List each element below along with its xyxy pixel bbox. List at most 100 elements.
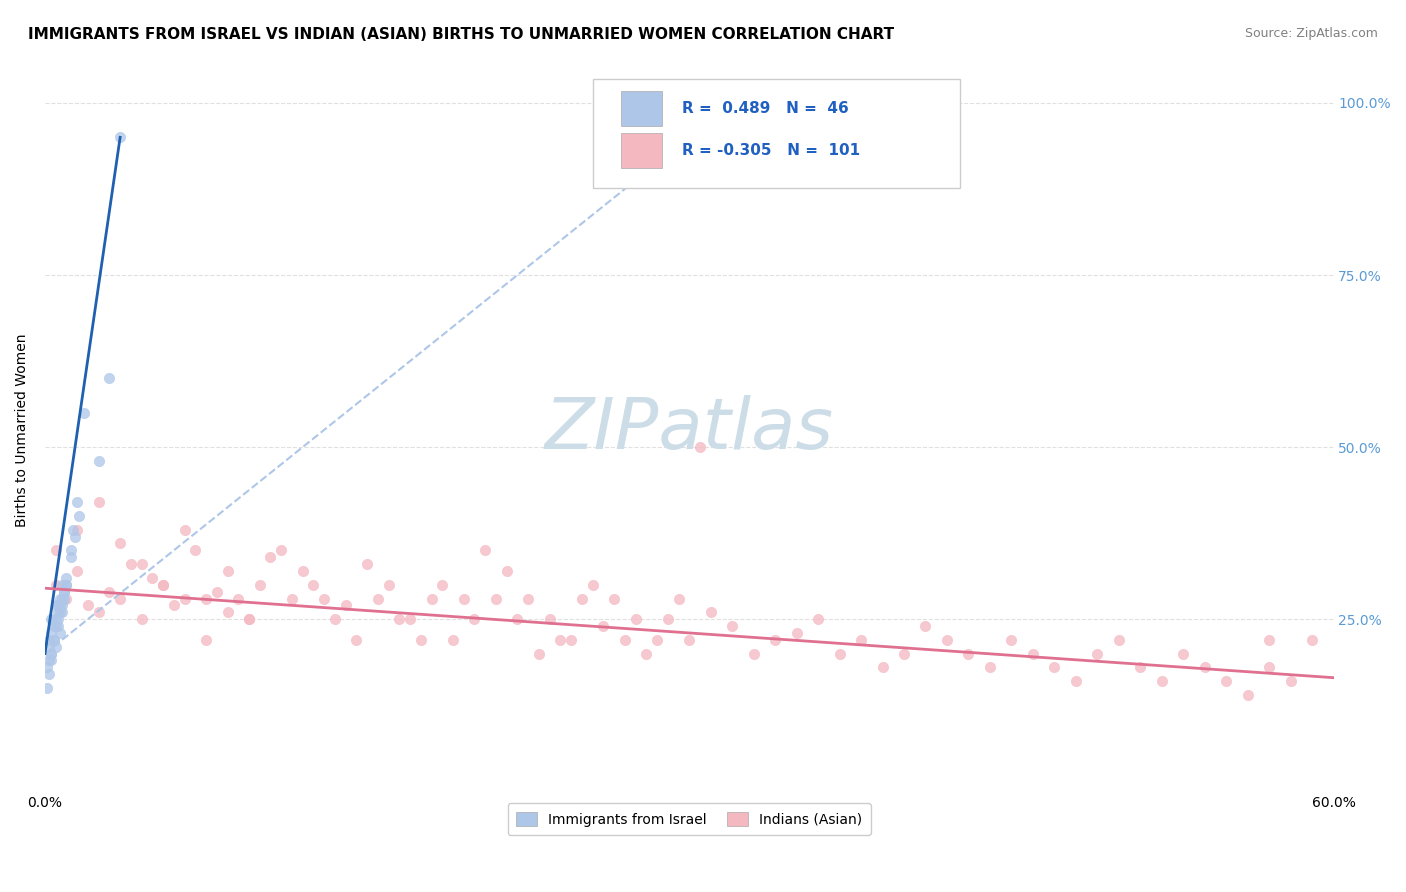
Point bbox=[51, 599, 73, 613]
Point bbox=[63, 530, 86, 544]
Point bbox=[538, 612, 561, 626]
Bar bbox=[621, 91, 662, 126]
Point bbox=[849, 632, 872, 647]
Point bbox=[131, 557, 153, 571]
Point bbox=[1258, 660, 1281, 674]
Point bbox=[141, 571, 163, 585]
Point bbox=[270, 543, 292, 558]
Point bbox=[872, 660, 894, 674]
Text: IMMIGRANTS FROM ISRAEL VS INDIAN (ASIAN) BIRTHS TO UNMARRIED WOMEN CORRELATION C: IMMIGRANTS FROM ISRAEL VS INDIAN (ASIAN)… bbox=[28, 27, 894, 42]
Point bbox=[409, 632, 432, 647]
Point bbox=[645, 632, 668, 647]
Point bbox=[55, 571, 77, 585]
Point bbox=[55, 591, 77, 606]
Point bbox=[1022, 647, 1045, 661]
Point bbox=[420, 591, 443, 606]
Text: R =  0.489   N =  46: R = 0.489 N = 46 bbox=[682, 101, 848, 116]
Point bbox=[495, 564, 517, 578]
Point bbox=[517, 591, 540, 606]
Point bbox=[51, 605, 73, 619]
Point bbox=[45, 640, 67, 654]
Bar bbox=[621, 133, 662, 168]
Point bbox=[699, 605, 721, 619]
Point bbox=[1173, 647, 1195, 661]
Point bbox=[152, 578, 174, 592]
Point bbox=[205, 584, 228, 599]
Point bbox=[98, 371, 121, 385]
Point bbox=[527, 647, 550, 661]
Point bbox=[474, 543, 496, 558]
Point bbox=[49, 605, 72, 619]
Point bbox=[38, 640, 60, 654]
Point bbox=[742, 647, 765, 661]
Point bbox=[441, 632, 464, 647]
Point bbox=[613, 632, 636, 647]
Point bbox=[828, 647, 851, 661]
Point bbox=[314, 591, 336, 606]
Point bbox=[45, 612, 67, 626]
Text: ZIPatlas: ZIPatlas bbox=[544, 395, 834, 465]
Point bbox=[356, 557, 378, 571]
Point bbox=[281, 591, 304, 606]
Point bbox=[581, 578, 603, 592]
Point bbox=[41, 612, 63, 626]
Point bbox=[763, 632, 786, 647]
Point bbox=[914, 619, 936, 633]
Point bbox=[786, 626, 808, 640]
Point bbox=[979, 660, 1001, 674]
Point bbox=[432, 578, 454, 592]
Point bbox=[49, 599, 72, 613]
Point bbox=[807, 612, 830, 626]
Point bbox=[463, 612, 485, 626]
Point bbox=[66, 564, 89, 578]
Point bbox=[249, 578, 271, 592]
Point bbox=[49, 591, 72, 606]
Point bbox=[678, 632, 700, 647]
Point bbox=[217, 605, 239, 619]
Point bbox=[957, 647, 980, 661]
Point bbox=[49, 626, 72, 640]
Point bbox=[67, 508, 90, 523]
Point bbox=[936, 632, 959, 647]
Point bbox=[45, 543, 67, 558]
Point bbox=[335, 599, 357, 613]
Point bbox=[45, 619, 67, 633]
Point bbox=[399, 612, 422, 626]
Point bbox=[152, 578, 174, 592]
Point bbox=[367, 591, 389, 606]
Point bbox=[1215, 674, 1237, 689]
Point bbox=[550, 632, 572, 647]
Point bbox=[377, 578, 399, 592]
Point bbox=[624, 612, 647, 626]
Point bbox=[38, 632, 60, 647]
Point bbox=[195, 632, 218, 647]
Point bbox=[59, 543, 82, 558]
Point bbox=[173, 523, 195, 537]
Point bbox=[120, 557, 142, 571]
FancyBboxPatch shape bbox=[592, 79, 960, 188]
Point bbox=[87, 605, 110, 619]
Point bbox=[41, 626, 63, 640]
Point bbox=[689, 440, 711, 454]
Point bbox=[37, 681, 59, 695]
Point bbox=[1150, 674, 1173, 689]
Text: Source: ZipAtlas.com: Source: ZipAtlas.com bbox=[1244, 27, 1378, 40]
Point bbox=[163, 599, 186, 613]
Point bbox=[42, 632, 65, 647]
Point bbox=[657, 612, 679, 626]
Point bbox=[53, 584, 76, 599]
Point bbox=[388, 612, 411, 626]
Point bbox=[1085, 647, 1108, 661]
Point bbox=[87, 495, 110, 509]
Point bbox=[195, 591, 218, 606]
Point bbox=[1301, 632, 1323, 647]
Point bbox=[344, 632, 367, 647]
Point bbox=[38, 667, 60, 681]
Point bbox=[41, 647, 63, 661]
Point bbox=[291, 564, 314, 578]
Point bbox=[259, 550, 281, 565]
Text: R = -0.305   N =  101: R = -0.305 N = 101 bbox=[682, 143, 859, 158]
Point bbox=[108, 536, 131, 550]
Point bbox=[1236, 688, 1258, 702]
Point bbox=[98, 584, 121, 599]
